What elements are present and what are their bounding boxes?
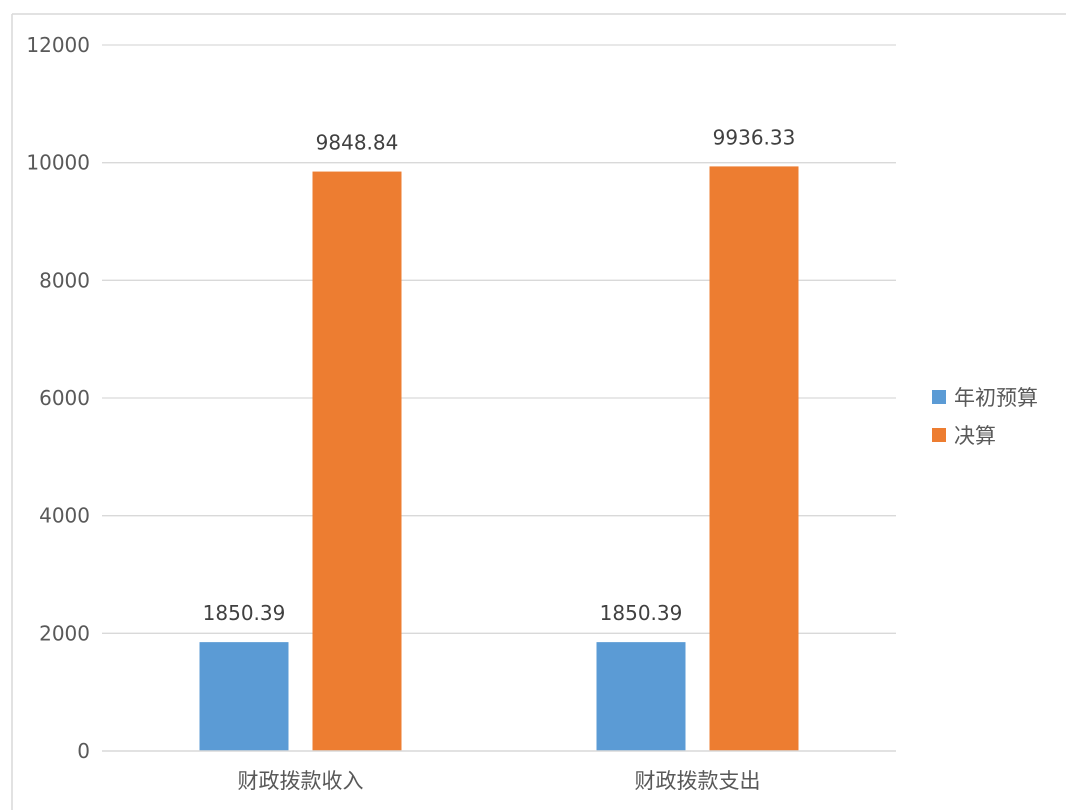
legend-swatch <box>932 428 946 442</box>
y-tick-label: 0 <box>77 739 90 763</box>
legend-swatch <box>932 390 946 404</box>
data-label: 9936.33 <box>713 125 796 149</box>
data-label: 9848.84 <box>316 131 399 155</box>
bar <box>709 166 799 751</box>
y-tick-label: 4000 <box>39 504 90 528</box>
gridlines <box>102 44 896 634</box>
y-tick-label: 12000 <box>26 33 90 57</box>
x-category-label: 财政拨款支出 <box>635 769 761 793</box>
x-category-label: 财政拨款收入 <box>238 769 364 793</box>
bars <box>199 166 799 751</box>
data-labels: 1850.39 9848.84 1850.39 9936.33 <box>203 125 796 625</box>
y-tick-label: 10000 <box>26 151 90 175</box>
category-labels: 财政拨款收入 财政拨款支出 <box>238 769 761 793</box>
bar <box>312 171 402 751</box>
bar <box>199 642 289 751</box>
y-tick-label: 6000 <box>39 386 90 410</box>
legend-label: 年初预算 <box>954 386 1038 410</box>
bar <box>596 642 686 751</box>
y-tick-label: 8000 <box>39 268 90 292</box>
data-label: 1850.39 <box>600 601 683 625</box>
y-axis-tick-labels: 0 2000 4000 6000 8000 10000 12000 <box>26 33 90 763</box>
y-tick-label: 2000 <box>39 621 90 645</box>
legend-label: 决算 <box>954 424 996 448</box>
data-label: 1850.39 <box>203 601 286 625</box>
